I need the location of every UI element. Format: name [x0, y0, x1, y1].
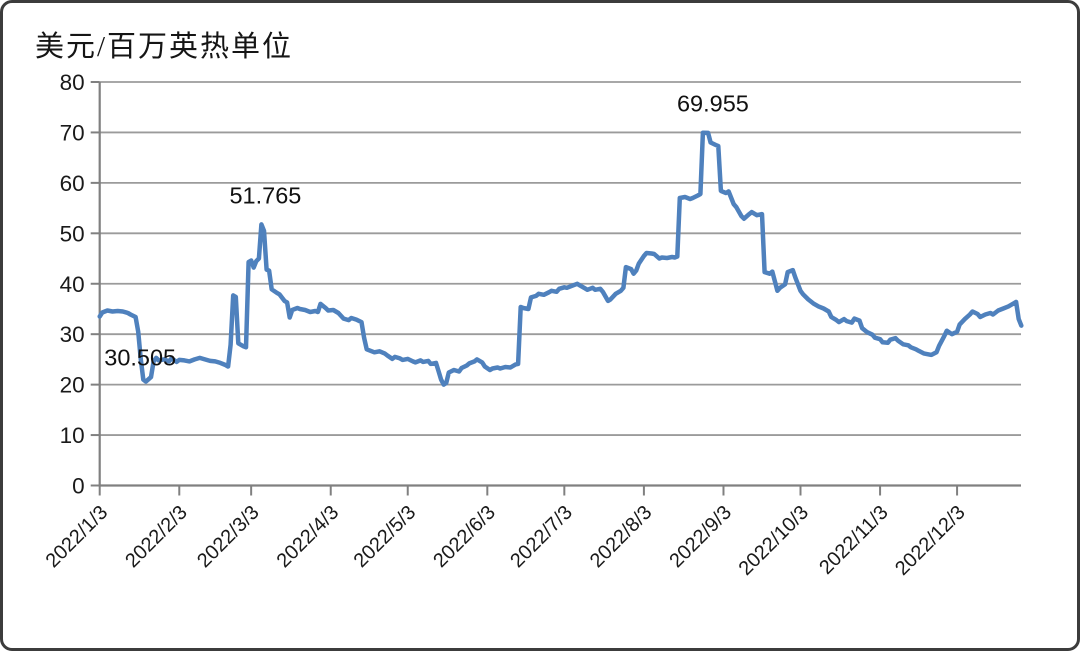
- price-series-line-0: [97, 130, 1024, 387]
- data-label-69.955: 69.955: [677, 91, 749, 117]
- data-label-51.765: 51.765: [229, 182, 301, 208]
- x-axis-label-2: 2022/3/3: [193, 501, 264, 572]
- y-axis-label-50: 50: [60, 221, 85, 246]
- x-axis-label-1: 2022/2/3: [121, 501, 192, 572]
- y-axis-label-20: 20: [60, 373, 85, 398]
- y-axis-label-10: 10: [60, 423, 85, 448]
- x-axis-label-10: 2022/11/3: [815, 501, 892, 578]
- x-axis-label-11: 2022/12/3: [891, 501, 969, 579]
- x-axis-label-0: 2022/1/3: [42, 501, 113, 572]
- x-axis-label-3: 2022/4/3: [273, 501, 344, 572]
- y-axis-label-60: 60: [60, 171, 85, 196]
- y-axis-label-30: 30: [60, 322, 85, 347]
- x-axis-label-9: 2022/10/3: [735, 501, 813, 579]
- chart-title: 美元/百万英热单位: [35, 31, 294, 63]
- data-label-30.505: 30.505: [104, 345, 176, 371]
- price-line-chart: 0 10 20 30 40 50 60 70 80 2022/1/3 2022/2/3 2022/3/…: [42, 70, 1024, 580]
- y-axis-label-80: 80: [60, 70, 85, 95]
- y-axis-label-70: 70: [60, 120, 85, 145]
- x-axis-label-8: 2022/9/3: [665, 501, 736, 572]
- x-axis-label-5: 2022/6/3: [429, 501, 500, 572]
- x-axis-label-7: 2022/8/3: [586, 501, 657, 572]
- x-axis-label-4: 2022/5/3: [350, 501, 421, 572]
- y-axis-label-0: 0: [72, 474, 85, 499]
- y-axis-label-40: 40: [60, 272, 85, 297]
- x-axis-label-6: 2022/7/3: [506, 501, 577, 572]
